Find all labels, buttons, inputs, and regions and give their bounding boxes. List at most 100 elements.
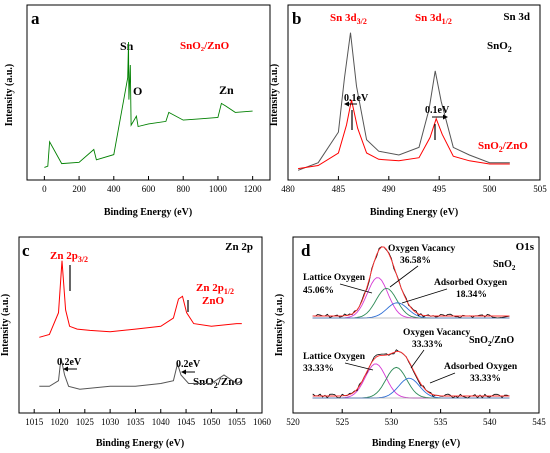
panel-a-x-tick-label: 200 [72, 184, 86, 194]
panel-b-x-tick-label: 485 [332, 184, 346, 194]
panel-c-x-tick-label: 1060 [253, 417, 272, 427]
panel-c-x-tick-label: 1015 [25, 417, 44, 427]
panel-a-series-line [44, 41, 253, 168]
panel-c-shift-label-2: 0.2eV [176, 359, 201, 370]
panel-b-series-sno2-line [297, 32, 510, 171]
panel-d-leader-lines [339, 265, 456, 384]
panel-c-plot-frame [18, 236, 263, 414]
panel-d-fit-curves [312, 246, 510, 399]
panel-d-group-name-sno2: SnO2 [493, 259, 516, 272]
panel-b-x-tick-label: 505 [533, 184, 547, 194]
panel-c-x-tick-label: 1025 [76, 417, 95, 427]
panel-d-envelope-line [312, 351, 510, 397]
panel-c-peak-label-zn2p32: Zn 2p3/2 [50, 250, 88, 264]
panel-b-x-tick-label: 500 [483, 184, 497, 194]
svg-text:SnO2: SnO2 [487, 40, 512, 54]
panel-d-title: O1s [516, 241, 535, 253]
svg-text:SnO2: SnO2 [493, 259, 516, 272]
panel-b-x-tick-label: 495 [432, 184, 446, 194]
panel-d: 520 525 530 535 540 545 d O1s SnO2 SnO2/ZnO O… [274, 236, 546, 449]
panel-b-peak-label-sn3d32: Sn 3d3/2 [330, 12, 367, 26]
panel-d-lower-adsorbed-label: Adsorbed Oxygen [444, 362, 518, 372]
panel-b-label: b [292, 9, 301, 28]
panel-a: 0 200 400 600 800 1000 1200 a SnO₂/ZnO Sn O Zn… [4, 4, 271, 218]
panel-b-title: Sn 3d [503, 11, 530, 23]
panel-c-x-axis-label: Binding Energy (eV) [96, 438, 184, 449]
panel-c-series-sno2-zno-line [39, 357, 243, 390]
panel-b-y-axis-label: Intensity (a.u.) [269, 64, 280, 127]
panel-c-y-axis-label: Intensity (a.u.) [0, 294, 11, 357]
panel-b-series-name-sno2-zno: SnO2/ZnO [478, 140, 528, 154]
panel-a-x-axis-label: Binding Energy (eV) [104, 207, 192, 218]
panel-c-marker-2 [181, 300, 195, 375]
panel-a-annotation-zn: Zn [219, 83, 234, 97]
panel-b-shift-label-2: 0.1eV [425, 105, 450, 116]
panel-b-x-ticks: 480 485 490 495 500 505 [281, 176, 547, 194]
panel-b-marker-2 [432, 114, 448, 140]
panel-d-lower-lattice-value: 33.33% [303, 364, 334, 374]
svg-text:Zn 2p1/2: Zn 2p1/2 [196, 282, 234, 296]
panel-d-upper-adsorbed-label: Adsorbed Oxygen [434, 278, 508, 288]
panel-a-x-ticks: 0 200 400 600 800 1000 1200 [42, 176, 262, 194]
panel-a-label: a [31, 9, 40, 28]
panel-b-series-sno2-zno-line [298, 99, 510, 170]
panel-d-upper-adsorbed-value: 18.34% [456, 290, 487, 300]
panel-a-annotation-o: O [133, 84, 142, 98]
panel-d-upper-vacancy-label: Oxygen Vacancy [388, 244, 456, 254]
panel-c-marker-1 [63, 265, 77, 372]
panel-d-x-tick-label: 540 [483, 417, 497, 427]
svg-text:Sn 3d1/2: Sn 3d1/2 [415, 12, 452, 26]
panel-c-series-zno-line [39, 260, 242, 338]
panel-d-x-tick-label: 530 [385, 417, 399, 427]
panel-d-envelope-line [312, 246, 510, 317]
svg-text:SnO2/ZnO: SnO2/ZnO [478, 140, 528, 154]
panel-d-x-tick-label: 525 [335, 417, 349, 427]
panel-d-x-tick-label: 520 [286, 417, 300, 427]
svg-text:Sn 3d3/2: Sn 3d3/2 [330, 12, 367, 26]
panel-d-upper-lattice-value: 45.06% [303, 286, 334, 296]
panel-c-x-ticks: 1015 1020 1025 1030 1035 1040 1045 1050 1055 1060 [25, 409, 272, 427]
panel-d-lower-adsorbed-value: 33.33% [470, 374, 501, 384]
panel-c-title: Zn 2p [225, 241, 253, 253]
panel-a-x-tick-label: 0 [42, 184, 47, 194]
panel-a-x-tick-label: 600 [142, 184, 156, 194]
panel-d-lower-vacancy-label: Oxygen Vacancy [403, 328, 471, 338]
panel-d-plot-frame [292, 236, 540, 414]
panel-b-x-tick-label: 480 [281, 184, 295, 194]
panel-c-x-tick-label: 1050 [202, 417, 221, 427]
panel-a-x-tick-label: 1000 [209, 184, 228, 194]
panel-d-x-tick-label: 545 [532, 417, 546, 427]
svg-text:Zn 2p3/2: Zn 2p3/2 [50, 250, 88, 264]
panel-b-peak-label-sn3d12: Sn 3d1/2 [415, 12, 452, 26]
panel-a-legend-text: SnO₂/ZnO [180, 40, 230, 52]
panel-d-lower-lattice-label: Lattice Oxygen [303, 352, 366, 362]
panel-c-x-tick-label: 1040 [152, 417, 171, 427]
panel-a-x-tick-label: 800 [176, 184, 190, 194]
panel-b-x-axis-label: Binding Energy (eV) [370, 207, 458, 218]
svg-text:SnO2/ZnO: SnO2/ZnO [469, 335, 514, 348]
panel-c-x-tick-label: 1035 [126, 417, 145, 427]
panel-a-x-tick-label: 400 [107, 184, 121, 194]
panel-d-x-axis-label: Binding Energy (eV) [372, 438, 460, 449]
panel-c-x-tick-label: 1030 [101, 417, 120, 427]
panel-d-upper-vacancy-value: 36.58% [400, 256, 431, 266]
panel-d-x-tick-label: 535 [434, 417, 448, 427]
panel-c-x-tick-label: 1045 [177, 417, 196, 427]
panel-d-label: d [301, 241, 311, 260]
panel-c-x-tick-label: 1020 [51, 417, 70, 427]
panel-b-marker-1 [344, 101, 357, 130]
panel-d-lower-vacancy-value: 33.33% [412, 340, 443, 350]
panel-c-series-name-zno: ZnO [202, 295, 224, 307]
panel-d-y-axis-label: Intensity (a.u.) [274, 294, 285, 357]
panel-b-shift-label-1: 0.1eV [344, 93, 369, 104]
panel-c-shift-label-1: 0.2eV [57, 357, 82, 368]
panel-d-upper-lattice-label: Lattice Oxygen [303, 273, 366, 283]
panel-a-x-tick-label: 1200 [244, 184, 263, 194]
panel-d-x-ticks: 520 525 530 535 540 545 [286, 409, 546, 427]
panel-b-x-tick-label: 490 [382, 184, 396, 194]
panel-b-plot-frame [287, 4, 541, 181]
panel-d-group-name-sno2-zno: SnO2/ZnO [469, 335, 514, 348]
panel-c: 1015 1020 1025 1030 1035 1040 1045 1050 1055 1060… [0, 236, 272, 449]
panel-b: 480 485 490 495 500 505 b Sn 3d Sn 3d3/2 Sn 3… [269, 4, 547, 218]
